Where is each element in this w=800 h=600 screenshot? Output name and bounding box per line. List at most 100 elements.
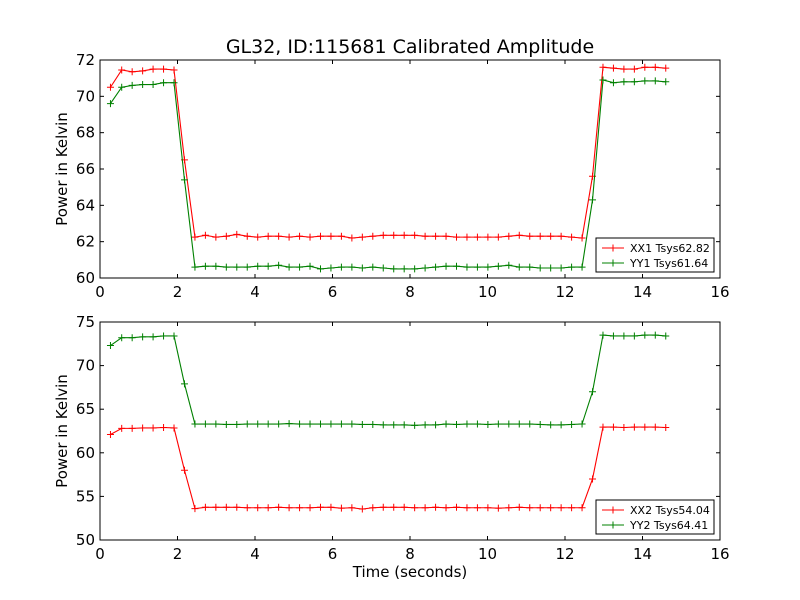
data-point	[358, 505, 366, 513]
data-point	[505, 261, 513, 269]
x-tick-label: 8	[405, 545, 415, 563]
x-tick-label: 14	[633, 545, 652, 563]
data-point	[201, 420, 209, 428]
data-point	[337, 232, 345, 240]
figure-title: GL32, ID:115681 Calibrated Amplitude	[226, 36, 594, 58]
data-point	[557, 504, 565, 512]
data-point	[285, 504, 293, 512]
data-point	[254, 233, 262, 241]
data-point	[348, 234, 356, 242]
data-point	[432, 232, 440, 240]
data-point	[149, 424, 157, 432]
y-tick-label: 72	[76, 51, 95, 69]
data-point	[358, 264, 366, 272]
data-point	[379, 421, 387, 429]
data-point	[505, 232, 513, 240]
data-point	[128, 81, 136, 89]
data-point	[201, 231, 209, 239]
data-point	[547, 264, 555, 272]
x-tick-label: 0	[95, 283, 105, 301]
data-point	[306, 504, 314, 512]
data-point	[494, 420, 502, 428]
data-point	[296, 420, 304, 428]
data-point	[432, 421, 440, 429]
data-point	[599, 63, 607, 71]
data-point	[233, 503, 241, 511]
data-point	[390, 421, 398, 429]
x-tick-label: 10	[478, 283, 497, 301]
data-point	[139, 424, 147, 432]
data-point	[432, 503, 440, 511]
y-tick-label: 68	[76, 124, 95, 142]
data-point	[400, 265, 408, 273]
y-tick-label: 75	[76, 313, 95, 331]
data-point	[243, 232, 251, 240]
data-point	[662, 78, 670, 86]
x-tick-label: 4	[250, 545, 260, 563]
data-point	[453, 233, 460, 241]
data-point	[536, 264, 544, 272]
data-point	[149, 65, 157, 73]
data-point	[149, 333, 157, 341]
data-point	[222, 232, 230, 240]
data-point	[337, 420, 345, 428]
data-point	[180, 380, 188, 388]
legend-label: YY1 Tsys61.64	[629, 257, 708, 270]
data-point	[222, 420, 230, 428]
data-point	[515, 420, 523, 428]
data-point	[505, 504, 513, 512]
data-point	[369, 504, 377, 512]
x-tick-label: 2	[173, 545, 183, 563]
data-point	[222, 503, 230, 511]
data-point	[536, 504, 544, 512]
data-point	[453, 262, 460, 270]
legend-marker	[609, 521, 617, 529]
data-point	[578, 420, 586, 428]
data-point	[327, 503, 335, 511]
data-point	[222, 263, 230, 271]
data-point	[620, 332, 628, 340]
data-point	[264, 420, 272, 428]
data-point	[379, 503, 387, 511]
data-point	[453, 503, 460, 511]
data-point	[128, 334, 136, 342]
data-point	[369, 420, 377, 428]
data-point	[442, 504, 450, 512]
data-point	[233, 263, 241, 271]
legend: XX1 Tsys62.82 YY1 Tsys61.64	[595, 237, 715, 273]
data-point	[662, 332, 670, 340]
y-axis-label: Power in Kelvin	[53, 374, 71, 488]
y-tick-label: 55	[76, 487, 95, 505]
data-point	[348, 420, 356, 428]
data-point	[630, 423, 638, 431]
data-point	[515, 231, 523, 239]
data-point	[484, 504, 492, 512]
data-point	[212, 420, 220, 428]
data-point	[400, 421, 408, 429]
x-tick-label: 8	[405, 283, 415, 301]
data-point	[106, 100, 114, 108]
data-point	[484, 420, 492, 428]
data-point	[160, 332, 168, 340]
legend-label: XX1 Tsys62.82	[630, 242, 710, 255]
data-point	[106, 342, 114, 350]
data-point	[620, 65, 628, 73]
data-point	[316, 503, 324, 511]
data-point	[515, 263, 523, 271]
data-point	[568, 263, 576, 271]
data-point	[609, 79, 617, 87]
data-point	[170, 79, 178, 87]
data-point	[432, 263, 440, 271]
data-point	[463, 504, 471, 512]
data-point	[191, 263, 199, 271]
data-point	[589, 388, 597, 396]
data-point	[641, 423, 649, 431]
data-point	[411, 231, 419, 239]
data-point	[369, 232, 377, 240]
data-point	[494, 233, 502, 241]
data-point	[651, 331, 659, 339]
data-point	[285, 263, 293, 271]
data-point	[139, 81, 147, 89]
